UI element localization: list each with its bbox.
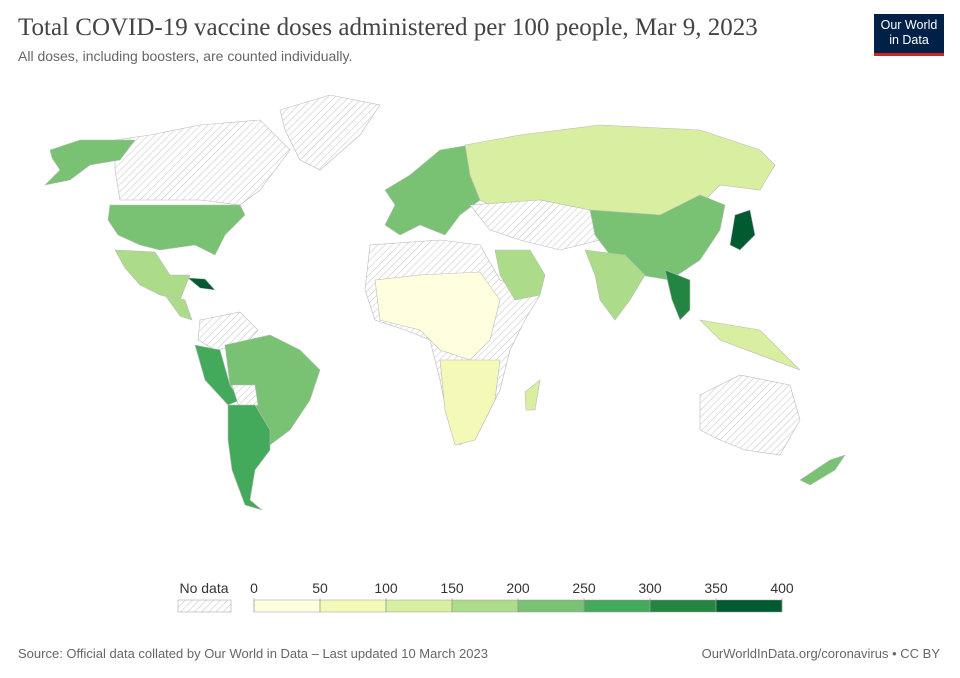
subtitle: All doses, including boosters, are count… [18, 48, 353, 64]
legend-tick-label: 100 [374, 580, 398, 596]
legend-tick-label: 200 [506, 580, 530, 596]
legend-bin[interactable] [451, 599, 519, 613]
countries [44, 94, 846, 511]
region[interactable] [279, 94, 381, 171]
legend-bin[interactable] [319, 599, 387, 613]
title: Total COVID-19 vaccine doses administere… [18, 14, 758, 41]
region[interactable] [439, 359, 501, 446]
region[interactable] [664, 269, 691, 321]
region[interactable] [114, 249, 191, 301]
region[interactable] [699, 374, 801, 456]
region[interactable] [799, 454, 846, 486]
legend-bin[interactable] [517, 599, 585, 613]
region[interactable] [164, 294, 193, 321]
region[interactable] [114, 119, 291, 206]
source: Source: Official data collated by Our Wo… [18, 646, 488, 661]
legend: No data 0 50 100 150 200 250 300 350 400 [177, 580, 794, 613]
legend-tick-label: 0 [250, 580, 258, 596]
region[interactable] [107, 204, 246, 256]
region[interactable] [524, 379, 541, 411]
legend-tick-label: 400 [770, 580, 794, 596]
logo-line: in Data [889, 33, 929, 47]
region[interactable] [187, 277, 216, 291]
region[interactable] [231, 384, 259, 411]
region[interactable] [729, 209, 756, 251]
region[interactable] [44, 139, 136, 186]
region[interactable] [699, 319, 801, 371]
legend-bin[interactable] [253, 599, 321, 613]
logo-line: Our World [880, 18, 938, 32]
legend-no-data-swatch[interactable] [177, 599, 232, 613]
footer-link[interactable]: OurWorldInData.org/coronavirus • CC BY [701, 646, 940, 661]
region[interactable] [374, 271, 501, 361]
legend-bin[interactable] [715, 599, 783, 613]
map: No data 0 50 100 150 200 250 300 350 400 [44, 94, 846, 613]
legend-tick-label: 150 [440, 580, 464, 596]
logo[interactable]: Our World in Data [874, 14, 944, 56]
legend-bin[interactable] [385, 599, 453, 613]
legend-tick-label: 300 [638, 580, 662, 596]
legend-bin[interactable] [649, 599, 717, 613]
legend-tick-label: 50 [312, 580, 328, 596]
legend-tick-label: 250 [572, 580, 596, 596]
legend-tick-label: 350 [704, 580, 728, 596]
region[interactable] [469, 199, 601, 251]
region[interactable] [464, 124, 776, 216]
region[interactable] [584, 249, 646, 321]
legend-no-data-label: No data [179, 580, 228, 596]
region[interactable] [494, 249, 546, 301]
legend-bin[interactable] [583, 599, 651, 613]
region[interactable] [384, 144, 481, 236]
region[interactable] [227, 404, 271, 511]
